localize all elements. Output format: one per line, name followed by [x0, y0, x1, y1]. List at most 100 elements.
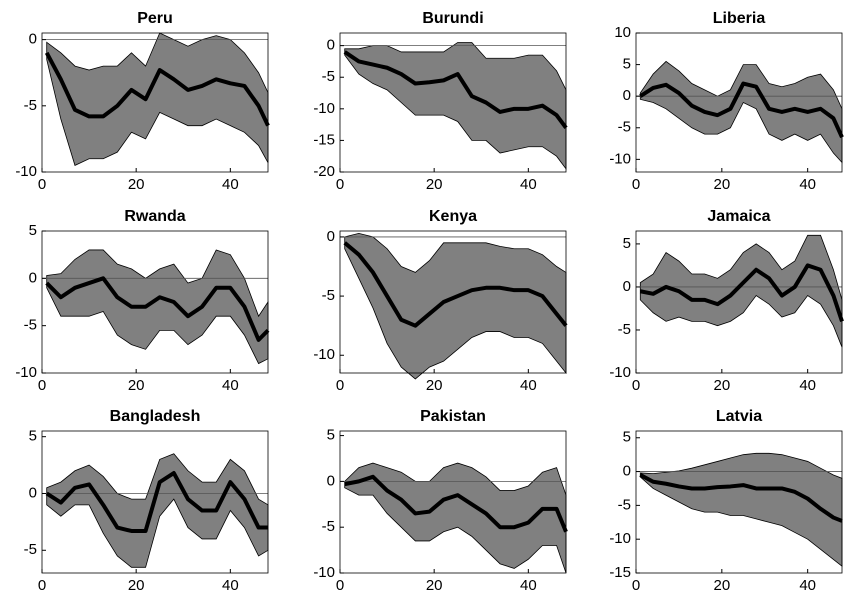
y-tick-label: -5 [618, 119, 631, 136]
x-tick-label: 0 [38, 176, 46, 193]
x-tick-label: 20 [128, 577, 145, 594]
axes-box [41, 32, 269, 173]
y-tick-label: -5 [322, 518, 335, 535]
axes-box [41, 230, 269, 374]
response-line [344, 474, 568, 533]
x-tick-label: 40 [520, 176, 537, 193]
x-tick-label: 20 [426, 577, 443, 594]
response-line [343, 241, 568, 328]
confidence-band [344, 42, 567, 171]
panel: -20 -15 -10 -5 0 0 20 40 Burundi [313, 10, 568, 193]
y-tick-label: 5 [623, 429, 631, 446]
panel-title: Bangladesh [110, 408, 201, 425]
confidence-band [46, 249, 269, 365]
confidence-band [46, 453, 269, 568]
panel-title: Jamaica [707, 208, 770, 225]
axes-box [635, 230, 843, 374]
x-tick-label: 40 [799, 377, 816, 394]
y-tick-label: -5 [322, 68, 335, 85]
x-tick-label: 0 [632, 176, 640, 193]
y-tick-label: -5 [618, 496, 631, 513]
x-tick-label: 20 [713, 176, 730, 193]
y-tick-label: -5 [322, 287, 335, 304]
y-tick-label: 5 [29, 222, 37, 239]
y-tick-label: 10 [614, 24, 631, 41]
x-tick-label: 20 [426, 377, 443, 394]
y-tick-label: 0 [29, 269, 37, 286]
response-line [44, 51, 270, 127]
y-tick-label: 0 [29, 31, 37, 48]
x-tick-label: 0 [632, 577, 640, 594]
x-tick-label: 20 [713, 577, 730, 594]
x-tick-label: 0 [38, 377, 46, 394]
y-tick-label: -5 [618, 321, 631, 338]
panel-title: Liberia [713, 10, 766, 27]
y-tick-label: -5 [24, 97, 37, 114]
axes-box [339, 430, 567, 574]
confidence-band [46, 32, 269, 166]
x-tick-label: 40 [520, 377, 537, 394]
y-tick-label: 0 [623, 463, 631, 480]
y-tick-label: -10 [313, 564, 335, 581]
y-tick-label: 5 [623, 235, 631, 252]
confidence-band [639, 234, 843, 348]
panel-title: Burundi [422, 10, 483, 27]
response-line [45, 471, 268, 533]
panel: -15 -10 -5 0 5 0 20 40 Latvia [609, 408, 843, 594]
x-tick-label: 20 [713, 377, 730, 394]
panel: -10 -5 0 5 0 20 40 Rwanda [15, 208, 270, 394]
axes-box [339, 230, 567, 374]
y-tick-label: -10 [609, 530, 631, 547]
panel-title: Kenya [429, 208, 477, 225]
y-tick-label: -20 [313, 163, 335, 180]
x-tick-label: 20 [128, 176, 145, 193]
confidence-band [344, 232, 567, 380]
panel: -5 0 5 0 20 40 Bangladesh [24, 408, 269, 594]
response-line [639, 263, 844, 322]
x-tick-label: 20 [128, 377, 145, 394]
y-tick-label: -10 [15, 364, 37, 381]
x-tick-label: 40 [222, 577, 239, 594]
x-tick-label: 0 [632, 377, 640, 394]
confidence-band [639, 452, 843, 568]
response-line [343, 50, 568, 129]
y-tick-label: 0 [623, 278, 631, 295]
x-tick-label: 40 [799, 577, 816, 594]
axes-box [635, 32, 843, 173]
x-tick-label: 20 [426, 176, 443, 193]
y-tick-label: -5 [24, 317, 37, 334]
axes-box [635, 430, 843, 574]
x-tick-label: 0 [336, 577, 344, 594]
panel-title: Rwanda [124, 208, 185, 225]
y-tick-label: -10 [609, 150, 631, 167]
y-tick-label: -10 [15, 163, 37, 180]
x-tick-label: 40 [222, 176, 239, 193]
y-tick-label: -5 [24, 541, 37, 558]
y-tick-label: 5 [623, 56, 631, 73]
y-tick-label: -10 [313, 346, 335, 363]
x-tick-label: 40 [520, 577, 537, 594]
y-tick-label: 5 [327, 427, 335, 444]
panel: -10 -5 0 0 20 40 Kenya [313, 208, 568, 394]
y-tick-label: 5 [29, 428, 37, 445]
panel-title: Latvia [716, 408, 762, 425]
x-tick-label: 0 [38, 577, 46, 594]
y-tick-label: 0 [327, 472, 335, 489]
x-tick-label: 40 [222, 377, 239, 394]
panel: -10 -5 0 5 0 20 40 Jamaica [609, 208, 844, 394]
response-line [45, 276, 270, 342]
y-tick-label: 0 [29, 484, 37, 501]
x-tick-label: 0 [336, 377, 344, 394]
panel: -10 -5 0 5 0 20 40 Pakistan [313, 408, 568, 594]
panel-title: Peru [137, 10, 173, 27]
y-tick-label: -15 [609, 564, 631, 581]
y-tick-label: -10 [609, 364, 631, 381]
y-tick-label: -10 [313, 100, 335, 117]
response-line [639, 81, 844, 139]
y-tick-label: 0 [623, 87, 631, 104]
panel: -10 -5 0 0 20 40 Peru [15, 10, 270, 193]
y-tick-label: 0 [327, 228, 335, 245]
axes-box [41, 430, 269, 574]
x-tick-label: 40 [799, 176, 816, 193]
